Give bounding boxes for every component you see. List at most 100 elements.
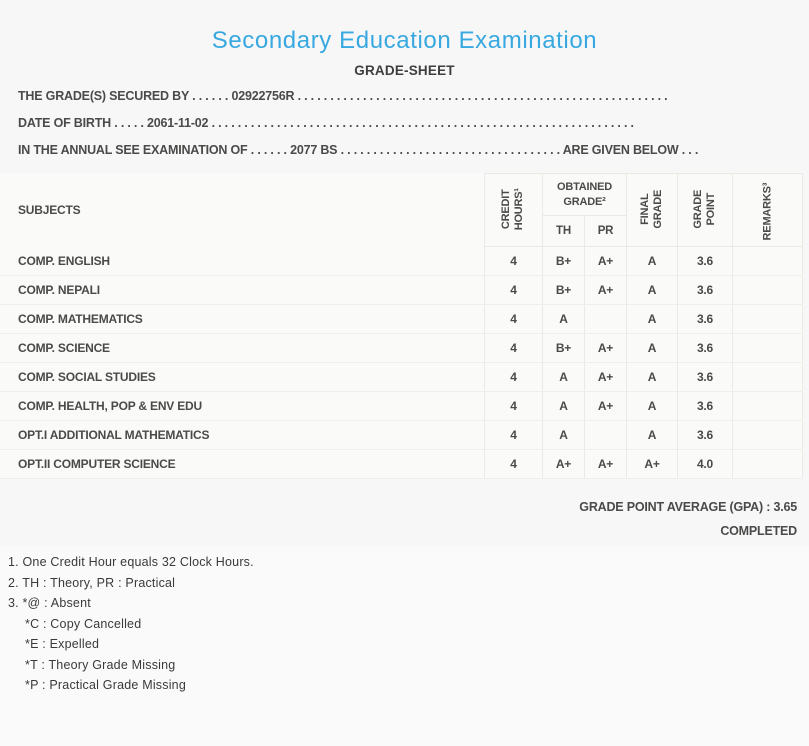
credit-hours-cell: 4 bbox=[483, 449, 543, 479]
remarks-cell bbox=[732, 391, 803, 421]
grade-point-header: GRADE POINT bbox=[677, 173, 733, 247]
pr-grade-cell bbox=[583, 304, 627, 334]
table-header-row: SUBJECTS CREDIT HOURS¹ OBTAINED GRADE² F… bbox=[0, 173, 803, 247]
remarks-cell bbox=[732, 275, 803, 305]
footnote-item: *E : Expelled bbox=[25, 637, 100, 651]
table-row: COMP. NEPALI 4 B+ A+ A 3.6 bbox=[0, 275, 803, 305]
table-row: COMP. SOCIAL STUDIES 4 A A+ A 3.6 bbox=[0, 362, 803, 392]
final-grade-cell: A bbox=[626, 391, 678, 421]
info-line-grades-secured-by: THE GRADE(S) SECURED BY . . . . . . 0292… bbox=[0, 83, 809, 110]
grade-point-cell: 3.6 bbox=[677, 275, 733, 305]
theory-header: TH bbox=[541, 215, 585, 247]
subjects-header: SUBJECTS bbox=[18, 203, 81, 217]
remarks-cell bbox=[732, 362, 803, 392]
subject-cell: COMP. NEPALI bbox=[0, 275, 485, 305]
summary-section: GRADE POINT AVERAGE (GPA) : 3.65 COMPLET… bbox=[0, 500, 809, 538]
symbol-number-value: 02922756R bbox=[231, 89, 295, 103]
final-grade-header: FINAL GRADE bbox=[626, 173, 678, 247]
dotted-leader: . . . . . . . . . . . . . . . . . . . . … bbox=[340, 143, 560, 157]
footnote-item: *C : Copy Cancelled bbox=[25, 616, 142, 631]
footnote-item: 2. TH : Theory, PR : Practical bbox=[8, 575, 176, 590]
pr-grade-cell: A+ bbox=[583, 333, 627, 363]
grade-sheet-table: SUBJECTS CREDIT HOURS¹ OBTAINED GRADE² F… bbox=[0, 173, 803, 479]
th-grade-cell: A bbox=[541, 420, 585, 450]
th-grade-cell: B+ bbox=[541, 333, 585, 363]
dotted-leader: . . . . . . bbox=[192, 89, 229, 103]
subject-cell: COMP. SCIENCE bbox=[0, 333, 485, 363]
practical-header: PR bbox=[583, 215, 627, 247]
obtained-grade-header: OBTAINED GRADE² bbox=[541, 173, 627, 216]
grade-point-cell: 3.6 bbox=[677, 246, 733, 276]
footnote-item: 1. One Credit Hour equals 32 Clock Hours… bbox=[8, 555, 254, 569]
pr-grade-cell: A+ bbox=[583, 362, 627, 392]
credit-hours-cell: 4 bbox=[483, 333, 543, 363]
grade-point-cell: 4.0 bbox=[677, 449, 733, 479]
credit-hours-header: CREDIT HOURS¹ bbox=[483, 173, 543, 247]
credit-hours-cell: 4 bbox=[483, 391, 543, 421]
gpa-text: GRADE POINT AVERAGE (GPA) : 3.65 bbox=[579, 500, 797, 514]
info-label: THE GRADE(S) SECURED BY bbox=[18, 89, 189, 103]
credit-hours-cell: 4 bbox=[483, 275, 543, 305]
table-row: COMP. ENGLISH 4 B+ A+ A 3.6 bbox=[0, 246, 803, 276]
pr-grade-cell bbox=[583, 420, 627, 450]
table-row: COMP. HEALTH, POP & ENV EDU 4 A A+ A 3.6 bbox=[0, 391, 803, 421]
pr-grade-cell: A+ bbox=[583, 246, 627, 276]
dotted-leader: . . . . . . bbox=[250, 143, 287, 157]
exam-year-value: 2077 BS bbox=[290, 143, 338, 157]
table-row: OPT.I ADDITIONAL MATHEMATICS 4 A A 3.6 bbox=[0, 420, 803, 450]
th-grade-cell: A bbox=[541, 391, 585, 421]
table-row: OPT.II COMPUTER SCIENCE 4 A+ A+ A+ 4.0 bbox=[0, 449, 803, 479]
info-suffix: ARE GIVEN BELOW bbox=[562, 143, 679, 157]
grade-point-cell: 3.6 bbox=[677, 391, 733, 421]
remarks-cell bbox=[732, 246, 803, 276]
credit-hours-cell: 4 bbox=[483, 304, 543, 334]
info-line-date-of-birth: DATE OF BIRTH . . . . . 2061-11-02 . . .… bbox=[0, 110, 809, 137]
pr-grade-cell: A+ bbox=[583, 275, 627, 305]
credit-hours-cell: 4 bbox=[483, 246, 543, 276]
final-grade-cell: A bbox=[626, 333, 678, 363]
remarks-cell bbox=[732, 304, 803, 334]
th-grade-cell: B+ bbox=[541, 246, 585, 276]
final-grade-cell: A+ bbox=[626, 449, 678, 479]
dotted-leader: . . . . . bbox=[114, 116, 144, 130]
final-grade-cell: A bbox=[626, 420, 678, 450]
credit-hours-cell: 4 bbox=[483, 362, 543, 392]
grade-point-cell: 3.6 bbox=[677, 304, 733, 334]
final-grade-cell: A bbox=[626, 304, 678, 334]
pr-grade-cell: A+ bbox=[583, 449, 627, 479]
subject-cell: COMP. ENGLISH bbox=[0, 246, 485, 276]
remarks-cell bbox=[732, 333, 803, 363]
grade-point-cell: 3.6 bbox=[677, 420, 733, 450]
final-grade-cell: A bbox=[626, 275, 678, 305]
th-grade-cell: A+ bbox=[541, 449, 585, 479]
subject-cell: OPT.II COMPUTER SCIENCE bbox=[0, 449, 485, 479]
dotted-leader: . . . . . . . . . . . . . . . . . . . . … bbox=[297, 89, 668, 103]
pr-grade-cell: A+ bbox=[583, 391, 627, 421]
grade-point-cell: 3.6 bbox=[677, 362, 733, 392]
subject-cell: COMP. HEALTH, POP & ENV EDU bbox=[0, 391, 485, 421]
info-label: IN THE ANNUAL SEE EXAMINATION OF bbox=[18, 143, 248, 157]
student-info-section: THE GRADE(S) SECURED BY . . . . . . 0292… bbox=[0, 83, 809, 164]
final-grade-cell: A bbox=[626, 246, 678, 276]
dotted-leader: . . . bbox=[681, 143, 699, 157]
footnotes-section: 1. One Credit Hour equals 32 Clock Hours… bbox=[0, 546, 809, 746]
th-grade-cell: A bbox=[541, 304, 585, 334]
grade-point-cell: 3.6 bbox=[677, 333, 733, 363]
table-row: COMP. MATHEMATICS 4 A A 3.6 bbox=[0, 304, 803, 334]
footnote-item: *T : Theory Grade Missing bbox=[25, 657, 176, 672]
info-label: DATE OF BIRTH bbox=[18, 116, 111, 130]
table-subheader-row: TH PR bbox=[0, 215, 803, 247]
footnote-item: *P : Practical Grade Missing bbox=[25, 678, 186, 692]
table-row: COMP. SCIENCE 4 B+ A+ A 3.6 bbox=[0, 333, 803, 363]
th-grade-cell: B+ bbox=[541, 275, 585, 305]
page-title: Secondary Education Examination bbox=[211, 27, 598, 54]
subject-cell: OPT.I ADDITIONAL MATHEMATICS bbox=[0, 420, 485, 450]
subject-cell: COMP. SOCIAL STUDIES bbox=[0, 362, 485, 392]
date-of-birth-value: 2061-11-02 bbox=[147, 116, 209, 130]
th-grade-cell: A bbox=[541, 362, 585, 392]
page-subtitle: GRADE-SHEET bbox=[354, 63, 455, 78]
remarks-cell bbox=[732, 449, 803, 479]
final-grade-cell: A bbox=[626, 362, 678, 392]
dotted-leader: . . . . . . . . . . . . . . . . . . . . … bbox=[211, 116, 634, 130]
